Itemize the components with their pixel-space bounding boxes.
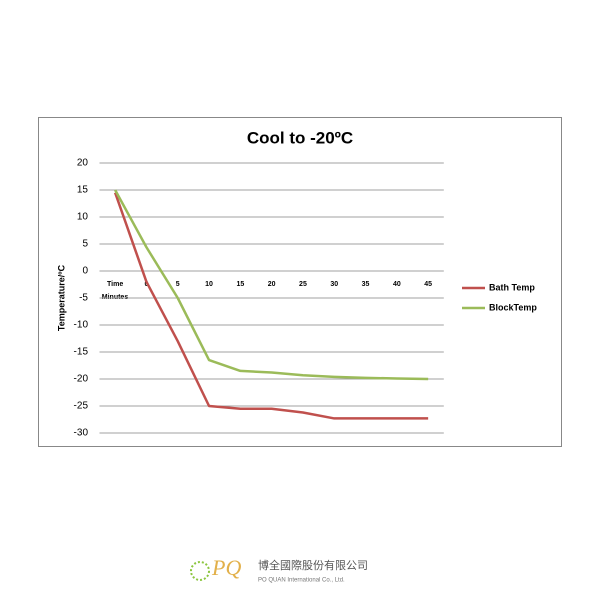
y-tick-label: 15 xyxy=(77,185,89,196)
logo-icon xyxy=(190,561,210,581)
logo: PQ 博全國際股份有限公司 PO QUAN International Co.,… xyxy=(190,555,368,584)
y-tick-label: 0 xyxy=(82,266,88,277)
logo-name-zh: 博全國際股份有限公司 xyxy=(258,558,368,572)
x-tick-label: 40 xyxy=(393,281,401,288)
x-tick-label: 5 xyxy=(176,281,180,288)
x-tick-label: Time xyxy=(107,281,123,288)
legend-label: Bath Temp xyxy=(489,282,535,292)
logo-name-en: PO QUAN International Co., Ltd. xyxy=(258,578,345,584)
x-axis-label: Minutes xyxy=(102,294,129,301)
logo-mark: PQ xyxy=(211,555,241,580)
y-tick-label: -10 xyxy=(74,320,89,331)
chart-title: Cool to -20ºC xyxy=(247,128,353,147)
y-tick-label: 5 xyxy=(82,239,88,250)
x-tick-label: 35 xyxy=(362,281,370,288)
y-tick-label: -25 xyxy=(74,401,89,412)
legend-label: BlockTemp xyxy=(489,302,537,312)
y-tick-label: 20 xyxy=(77,158,89,169)
x-tick-label: 30 xyxy=(330,281,338,288)
x-tick-label: 10 xyxy=(205,281,213,288)
y-tick-label: 10 xyxy=(77,212,89,223)
y-tick-label: -15 xyxy=(74,347,89,358)
x-tick-label: 20 xyxy=(268,281,276,288)
y-tick-label: -20 xyxy=(74,374,89,385)
x-tick-label: 45 xyxy=(424,281,432,288)
series-line xyxy=(114,189,429,381)
chart-frame xyxy=(38,117,562,447)
y-tick-label: -5 xyxy=(79,293,88,304)
y-tick-label: -30 xyxy=(74,428,89,439)
series-line xyxy=(113,192,429,420)
x-tick-label: 25 xyxy=(299,281,307,288)
y-axis-label: Temperature/ºC xyxy=(56,264,66,331)
x-tick-label: 15 xyxy=(236,281,244,288)
